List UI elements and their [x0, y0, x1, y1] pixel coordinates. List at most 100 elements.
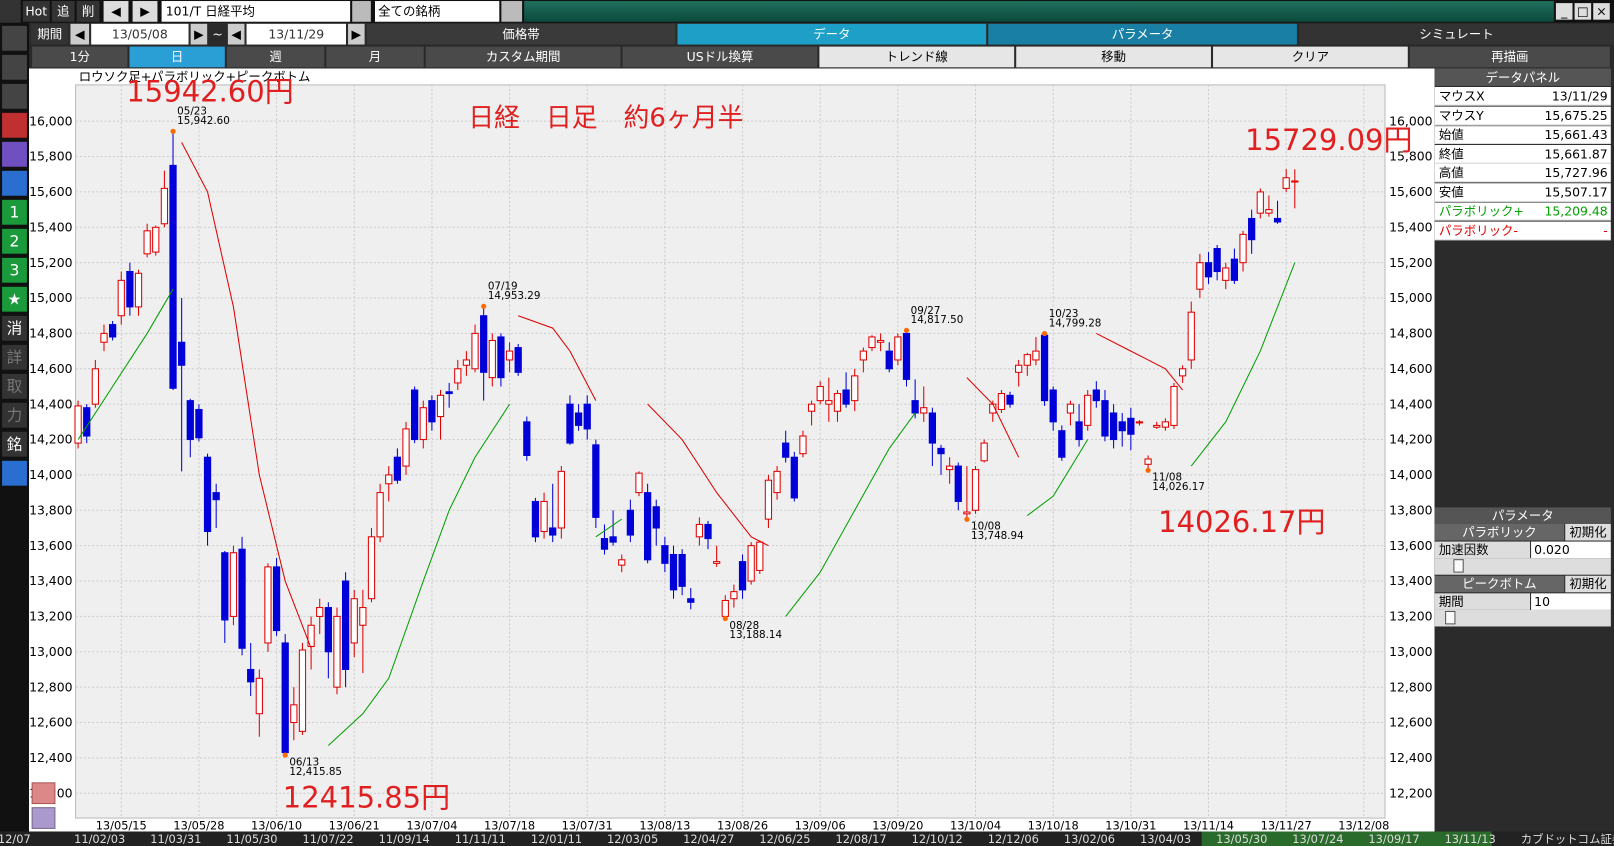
arrow[interactable]: ◀	[227, 23, 245, 45]
parabolic-sar	[1190, 262, 1296, 467]
tool-icon[interactable]	[2, 460, 27, 486]
candle-body	[393, 456, 402, 481]
candle-body	[1049, 389, 1057, 423]
peak-date: 11/08	[1152, 472, 1182, 484]
tool-button[interactable]: 力	[2, 402, 27, 428]
candle-body	[333, 615, 341, 688]
arrow[interactable]: ▶	[348, 23, 365, 45]
candle-body	[359, 607, 367, 626]
tool-button[interactable]: 消	[2, 315, 27, 341]
tool-icon[interactable]	[2, 112, 27, 138]
timeline-label: 11/07/22	[302, 832, 354, 846]
tool-icon[interactable]	[2, 54, 27, 80]
peak-marker	[722, 615, 728, 622]
arrow[interactable]: ◀	[70, 23, 90, 45]
tool-icon[interactable]	[2, 83, 27, 109]
window-button[interactable]: □	[1574, 3, 1592, 20]
universe-field[interactable]: 全ての銘柄	[374, 1, 500, 22]
y-tick-label: 14,000	[1389, 467, 1433, 482]
tool-button[interactable]: 銘	[2, 431, 27, 457]
dropdown[interactable]	[501, 1, 523, 22]
peak-date: 10/23	[1049, 308, 1079, 320]
reset-button[interactable]: 初期化	[1565, 575, 1611, 593]
y-tick-label: 14,000	[29, 467, 73, 482]
tab[interactable]: パラメータ	[988, 23, 1297, 45]
slider-thumb[interactable]	[1445, 610, 1456, 625]
symbol-field[interactable]: 101/T 日経平均	[161, 1, 351, 22]
candle-body	[178, 341, 186, 366]
panel-row	[1434, 163, 1611, 183]
button[interactable]: 週	[226, 46, 325, 68]
tab[interactable]: シミュレート	[1299, 23, 1614, 45]
tool-button[interactable]: 1	[2, 199, 27, 225]
dropdown[interactable]	[352, 1, 371, 22]
button[interactable]: クリア	[1213, 46, 1408, 68]
window-button[interactable]: ×	[1593, 3, 1610, 20]
button[interactable]: カスタム期間	[425, 46, 621, 68]
button[interactable]: 1分	[32, 46, 128, 68]
x-tick-label: 13/09/06	[795, 818, 846, 831]
candle-body	[1222, 267, 1230, 281]
peak-marker	[964, 516, 970, 522]
y-tick-label: 15,600	[1389, 184, 1433, 199]
candle-body	[480, 315, 488, 373]
tool-button[interactable]: ★	[2, 286, 27, 312]
tab[interactable]: 価格帯	[366, 23, 676, 45]
candle-body	[902, 332, 911, 380]
x-tick-label: 13/07/31	[562, 818, 613, 831]
candle-body	[264, 566, 272, 644]
row-label: 安値	[1438, 184, 1464, 200]
y-tick-label: 12,200	[1389, 785, 1433, 800]
tool-button[interactable]: 3	[2, 257, 27, 283]
prev-button[interactable]: ◀	[103, 1, 129, 22]
peak-price: 12,415.85	[289, 766, 342, 778]
candle-body	[385, 474, 393, 485]
field-value[interactable]: 10	[1531, 593, 1611, 610]
candle-body	[1291, 180, 1299, 183]
tool-icon[interactable]	[2, 25, 27, 51]
date-to[interactable]: 13/11/29	[246, 23, 346, 45]
tool-button[interactable]: 詳	[2, 344, 27, 370]
candle-body	[592, 444, 600, 518]
timeline-label: 12/06/25	[759, 832, 811, 846]
candle-body	[445, 391, 453, 395]
panel-row	[1434, 86, 1611, 106]
next-button[interactable]: ▶	[132, 1, 158, 22]
button[interactable]: 追	[51, 1, 75, 22]
button[interactable]: USドル換算	[622, 46, 818, 68]
button[interactable]: 日	[129, 46, 225, 68]
button[interactable]: 削	[76, 1, 100, 22]
candle-body	[402, 428, 410, 467]
tool-icon[interactable]	[2, 170, 27, 196]
button[interactable]: 移動	[1016, 46, 1211, 68]
y-tick-label: 15,000	[29, 290, 73, 305]
peak-price: 14,799.28	[1049, 317, 1102, 329]
tab[interactable]: データ	[677, 23, 987, 45]
row-label: 始値	[1438, 127, 1464, 142]
candle-body	[419, 407, 427, 441]
button[interactable]: トレンド線	[819, 46, 1015, 68]
tool-icon[interactable]	[2, 141, 27, 167]
window-button[interactable]: _	[1555, 3, 1573, 20]
panel-row	[1434, 201, 1611, 221]
candle-body	[1204, 262, 1213, 278]
reset-button[interactable]: 初期化	[1565, 523, 1611, 541]
candle-body	[169, 164, 177, 389]
candle-body	[669, 553, 678, 591]
arrow[interactable]: ▶	[190, 23, 208, 45]
hot-button[interactable]: Hot	[22, 1, 50, 22]
timeline-label: 12/10/12	[911, 832, 963, 846]
candle-body	[566, 403, 574, 444]
tool-button[interactable]: 取	[2, 373, 27, 399]
date-from[interactable]: 13/05/08	[91, 23, 189, 45]
y-tick-label: 14,600	[29, 361, 73, 376]
candle-body	[255, 677, 263, 715]
button[interactable]: 再描画	[1409, 46, 1610, 68]
field-value[interactable]: 0.020	[1531, 541, 1611, 559]
candle-body	[152, 226, 160, 253]
button[interactable]: 月	[326, 46, 424, 68]
tool-button[interactable]: 2	[2, 228, 27, 254]
slider-thumb[interactable]	[1453, 559, 1464, 573]
candle-body	[1230, 258, 1239, 281]
